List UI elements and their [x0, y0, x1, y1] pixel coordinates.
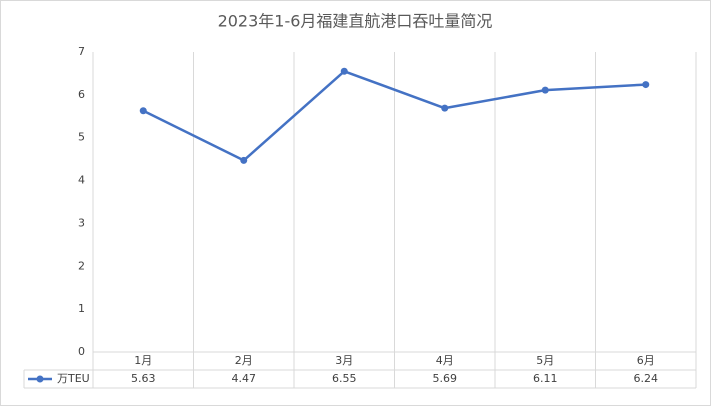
y-tick-label: 2	[78, 259, 85, 272]
y-tick-label: 6	[78, 88, 85, 101]
y-tick-label: 3	[78, 216, 85, 229]
table-value: 5.69	[433, 372, 458, 385]
table-value: 6.24	[634, 372, 659, 385]
table-value: 6.11	[533, 372, 558, 385]
data-point	[240, 156, 248, 164]
y-tick-label: 5	[78, 131, 85, 144]
chart-title: 2023年1-6月福建直航港口吞吐量简况	[218, 12, 493, 31]
data-point	[139, 107, 147, 115]
x-tick-label: 1月	[134, 354, 152, 367]
table-value: 4.47	[232, 372, 257, 385]
x-tick-label: 5月	[536, 354, 554, 367]
y-tick-label: 1	[78, 302, 85, 315]
data-point	[340, 67, 348, 75]
x-tick-label: 4月	[436, 354, 454, 367]
y-tick-label: 0	[78, 345, 85, 358]
x-tick-label: 2月	[235, 354, 253, 367]
table-value: 5.63	[131, 372, 156, 385]
data-point	[642, 81, 650, 89]
data-point	[541, 86, 549, 94]
data-point	[441, 104, 449, 112]
series-line	[142, 70, 646, 162]
y-tick-label: 7	[78, 45, 85, 58]
legend-marker	[36, 375, 44, 383]
x-tick-label: 6月	[637, 354, 655, 367]
y-tick-label: 4	[78, 174, 85, 187]
x-tick-label: 3月	[335, 354, 353, 367]
legend-label: 万TEU	[57, 372, 90, 385]
table-value: 6.55	[332, 372, 357, 385]
